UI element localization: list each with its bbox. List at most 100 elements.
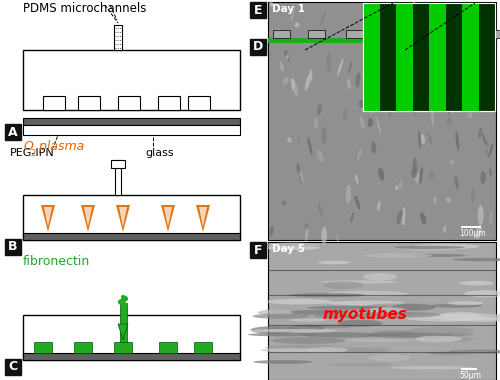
Ellipse shape xyxy=(402,207,406,226)
Bar xyxy=(478,3,495,111)
Ellipse shape xyxy=(328,363,393,366)
Text: fibronectin: fibronectin xyxy=(23,255,90,268)
Ellipse shape xyxy=(415,172,420,183)
Ellipse shape xyxy=(468,112,472,118)
Ellipse shape xyxy=(476,225,482,239)
Ellipse shape xyxy=(288,325,325,331)
Ellipse shape xyxy=(260,348,318,352)
Ellipse shape xyxy=(356,73,360,88)
Bar xyxy=(429,3,446,111)
Text: myotubes: myotubes xyxy=(323,307,408,323)
Bar xyxy=(446,3,462,111)
Text: D: D xyxy=(253,41,263,54)
Text: PEG-IPN: PEG-IPN xyxy=(368,2,425,15)
Ellipse shape xyxy=(431,109,434,126)
Ellipse shape xyxy=(474,41,478,48)
Ellipse shape xyxy=(413,254,466,257)
Ellipse shape xyxy=(300,172,304,182)
Ellipse shape xyxy=(317,150,324,163)
Ellipse shape xyxy=(363,303,422,311)
Bar xyxy=(268,34,496,50)
Ellipse shape xyxy=(392,304,436,311)
Ellipse shape xyxy=(446,197,451,203)
Ellipse shape xyxy=(482,92,486,101)
Ellipse shape xyxy=(452,29,455,36)
Ellipse shape xyxy=(326,291,408,296)
Ellipse shape xyxy=(337,58,344,76)
Ellipse shape xyxy=(424,336,474,342)
Ellipse shape xyxy=(347,79,351,89)
Ellipse shape xyxy=(402,87,406,98)
Ellipse shape xyxy=(471,188,475,204)
Bar xyxy=(308,30,325,38)
Ellipse shape xyxy=(348,61,352,73)
Polygon shape xyxy=(116,205,130,232)
Bar xyxy=(158,96,180,110)
Ellipse shape xyxy=(322,227,327,244)
Text: O: O xyxy=(23,140,33,153)
Bar xyxy=(250,39,266,55)
Ellipse shape xyxy=(446,56,454,74)
Ellipse shape xyxy=(304,325,356,328)
Ellipse shape xyxy=(248,333,318,336)
Ellipse shape xyxy=(428,352,472,355)
Ellipse shape xyxy=(363,90,369,106)
Ellipse shape xyxy=(305,347,348,353)
Ellipse shape xyxy=(338,320,382,327)
Ellipse shape xyxy=(415,26,418,32)
Ellipse shape xyxy=(448,350,500,354)
Ellipse shape xyxy=(450,159,454,165)
Ellipse shape xyxy=(266,299,333,304)
Ellipse shape xyxy=(369,28,372,38)
Ellipse shape xyxy=(415,336,463,342)
Ellipse shape xyxy=(326,52,331,71)
Text: PDMS microchannels: PDMS microchannels xyxy=(23,2,146,15)
Ellipse shape xyxy=(294,22,300,28)
Text: 100μm: 100μm xyxy=(459,229,486,238)
Text: 2: 2 xyxy=(30,149,35,158)
Ellipse shape xyxy=(270,1,273,7)
Ellipse shape xyxy=(490,211,492,225)
Ellipse shape xyxy=(432,314,500,320)
Ellipse shape xyxy=(429,172,434,179)
Ellipse shape xyxy=(283,77,288,86)
Ellipse shape xyxy=(382,45,387,60)
Ellipse shape xyxy=(305,228,308,241)
Ellipse shape xyxy=(271,337,345,344)
Ellipse shape xyxy=(488,143,494,158)
Ellipse shape xyxy=(288,318,328,321)
Bar xyxy=(363,3,495,111)
Ellipse shape xyxy=(456,47,460,61)
Ellipse shape xyxy=(444,226,446,233)
Ellipse shape xyxy=(434,196,437,204)
Ellipse shape xyxy=(420,134,425,144)
Ellipse shape xyxy=(454,175,459,190)
Text: fibronectin: fibronectin xyxy=(268,2,335,15)
Ellipse shape xyxy=(310,69,312,82)
Bar xyxy=(114,25,122,50)
Ellipse shape xyxy=(354,174,358,184)
Text: plasma: plasma xyxy=(35,140,84,153)
Ellipse shape xyxy=(357,149,362,160)
Ellipse shape xyxy=(284,50,290,61)
Ellipse shape xyxy=(453,97,458,107)
Ellipse shape xyxy=(288,137,292,142)
Bar xyxy=(118,96,140,110)
Bar xyxy=(111,160,125,168)
Ellipse shape xyxy=(420,166,423,185)
Ellipse shape xyxy=(408,70,411,82)
Polygon shape xyxy=(199,207,207,227)
Ellipse shape xyxy=(277,28,281,38)
Polygon shape xyxy=(44,207,52,227)
Bar xyxy=(250,2,266,18)
Ellipse shape xyxy=(318,203,323,218)
Bar xyxy=(268,38,496,43)
Ellipse shape xyxy=(359,100,364,108)
Ellipse shape xyxy=(374,38,378,44)
Ellipse shape xyxy=(376,117,382,135)
Ellipse shape xyxy=(298,138,300,144)
Bar xyxy=(268,2,496,240)
Ellipse shape xyxy=(250,329,336,332)
Text: F: F xyxy=(254,244,262,256)
Ellipse shape xyxy=(394,78,398,95)
